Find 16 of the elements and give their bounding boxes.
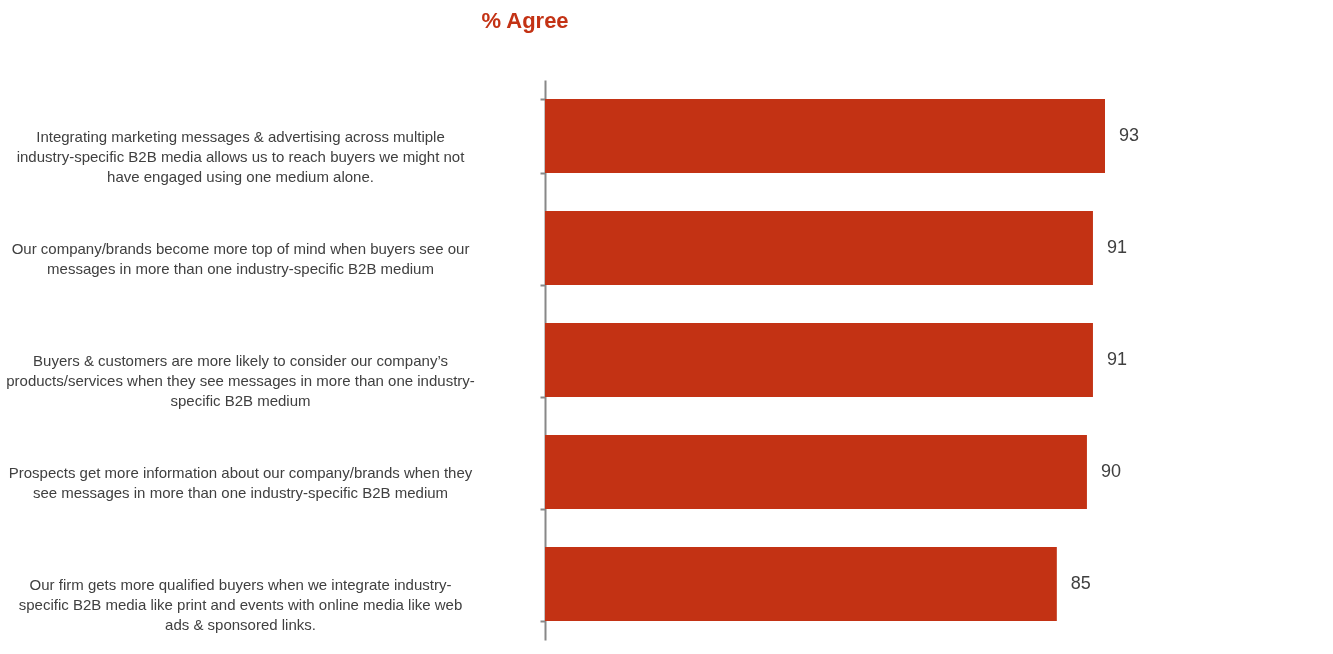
y-tick-label: Buyers & customers are more likely to consider our company’s products/services when they see messages in more than one industry-specific B2B medium: [6, 351, 475, 409]
data-label: 90: [1100, 461, 1121, 481]
y-tick-label: Our firm gets more qualified buyers when we integrate industry-specific B2B media like print and events with online media like web ads & sponsored links.: [18, 575, 463, 633]
bar: [545, 547, 1057, 621]
bar: [545, 323, 1093, 397]
y-tick-label: Our company/brands become more top of mind when buyers see our messages in more than one industry-specific B2B medium: [11, 239, 470, 277]
y-tick-label: Prospects get more information about our company/brands when they see messages in more than one industry-specific B2B medium: [8, 463, 473, 501]
bar: [545, 99, 1105, 173]
chart-title: % Agree: [481, 8, 569, 33]
data-label: 91: [1106, 349, 1127, 369]
data-label: 93: [1119, 125, 1140, 145]
bar: [545, 435, 1087, 509]
data-label: 85: [1070, 573, 1091, 593]
bar: [545, 211, 1093, 285]
y-tick-label: Integrating marketing messages & advertising across multiple industry-specific B2B media allows us to reach buyers we might not have engaged using one medium alone.: [16, 127, 466, 185]
data-label: 91: [1106, 237, 1127, 257]
